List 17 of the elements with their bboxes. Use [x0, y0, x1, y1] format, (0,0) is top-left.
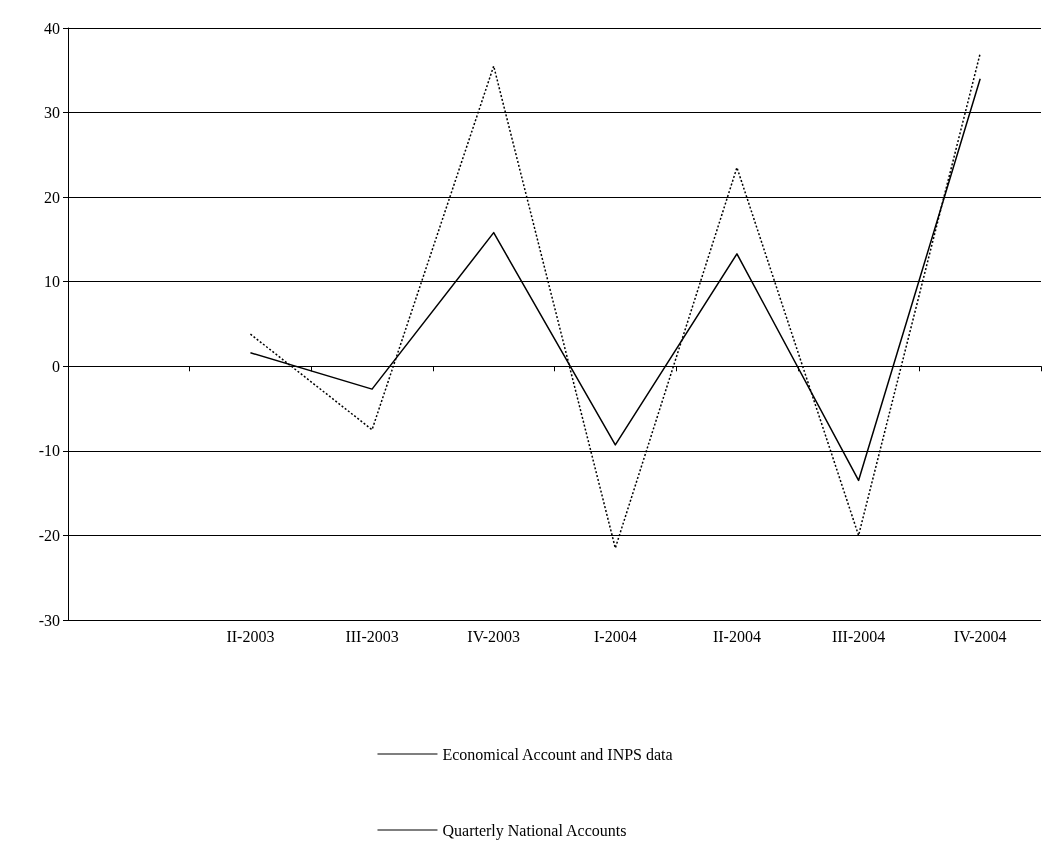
legend-label: Quarterly National Accounts: [442, 821, 627, 840]
x-tick-label: III-2003: [345, 627, 399, 645]
y-tick-label: -30: [38, 611, 60, 629]
x-tick-label: IV-2003: [467, 627, 521, 645]
y-tick-label: -20: [38, 526, 60, 544]
y-tick-label: 20: [44, 188, 60, 206]
x-tick-label: I-2004: [593, 627, 637, 645]
x-tick-label: II-2003: [226, 627, 275, 645]
x-tick-label: IV-2004: [953, 627, 1007, 645]
legend-label: Economical Account and INPS data: [442, 745, 673, 763]
y-tick-label: 30: [44, 104, 60, 122]
y-tick-label: 40: [44, 19, 60, 37]
y-tick-label: 10: [44, 273, 60, 291]
x-tick-label: II-2004: [712, 627, 761, 645]
y-tick-label: -10: [38, 442, 60, 460]
y-tick-label: 0: [52, 357, 60, 375]
x-tick-label: III-2004: [831, 627, 886, 645]
